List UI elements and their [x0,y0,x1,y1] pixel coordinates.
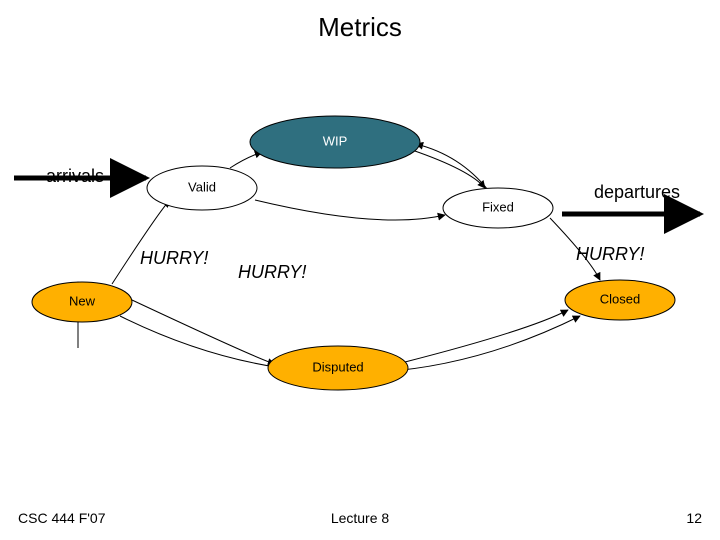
label-departures: departures [594,182,680,203]
label-hurry-2: HURRY! [238,262,306,283]
diagram-edge [132,300,275,364]
diagram-edge [112,200,170,284]
footer-center: Lecture 8 [0,510,720,526]
label-hurry-3: HURRY! [576,244,644,265]
node-new-label: New [69,293,96,308]
node-wip-label: WIP [323,133,348,148]
node-fixed-label: Fixed [482,199,514,214]
footer-right: 12 [686,510,702,526]
diagram-edge [416,144,488,190]
diagram-edge [412,150,485,188]
node-valid-label: Valid [188,179,216,194]
diagram-canvas: WIP Valid Fixed New Closed Disputed [0,0,720,540]
node-disputed-label: Disputed [312,359,363,374]
diagram-edge [230,152,262,168]
label-arrivals: arrivals [46,166,104,187]
diagram-edge [255,200,445,220]
label-hurry-1: HURRY! [140,248,208,269]
diagram-edge [405,310,568,362]
node-closed-label: Closed [600,291,640,306]
